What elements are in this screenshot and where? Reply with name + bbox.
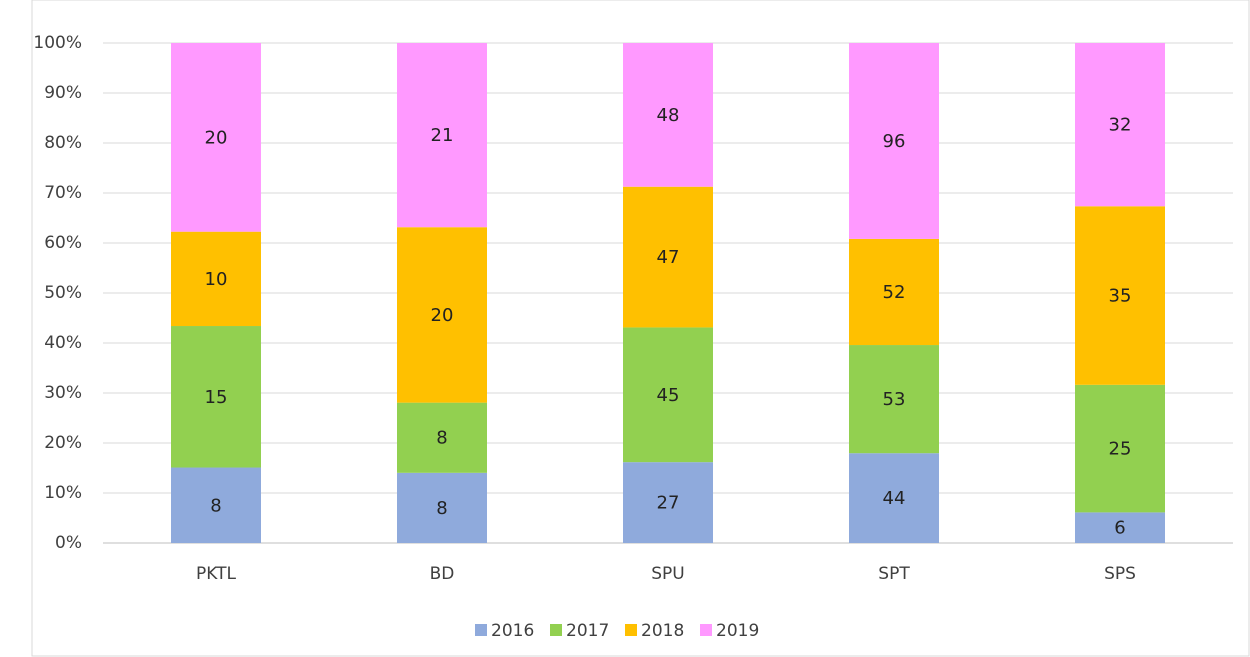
data-label: 8 [436, 428, 447, 449]
y-tick-label: 20% [44, 433, 82, 453]
data-label: 52 [883, 282, 906, 303]
data-label: 32 [1109, 115, 1132, 136]
y-tick-label: 80% [44, 133, 82, 153]
bar-segment [849, 453, 939, 543]
data-label: 21 [431, 125, 454, 146]
bar-segment [171, 231, 261, 327]
legend-label: 2018 [641, 621, 684, 641]
data-label: 25 [1109, 439, 1132, 460]
bar-segment [1075, 206, 1165, 385]
bar-segment [171, 326, 261, 468]
legend-swatch [550, 624, 562, 636]
data-label: 53 [883, 389, 906, 410]
y-tick-label: 50% [44, 283, 82, 303]
data-label: 27 [657, 493, 680, 514]
y-tick-label: 0% [55, 533, 82, 553]
legend-label: 2017 [566, 621, 609, 641]
legend-label: 2019 [716, 621, 759, 641]
bar-segment [849, 345, 939, 454]
y-tick-label: 60% [44, 233, 82, 253]
data-label: 10 [205, 269, 228, 290]
bar-segment [397, 472, 487, 543]
y-tick-label: 100% [33, 33, 82, 53]
x-tick-label: SPT [878, 564, 910, 584]
x-tick-label: PKTL [196, 564, 236, 584]
data-label: 15 [205, 387, 228, 408]
bar-segment [397, 43, 487, 228]
data-label: 6 [1114, 518, 1125, 539]
bar-segment [623, 327, 713, 463]
y-tick-label: 10% [44, 483, 82, 503]
bar-segment [397, 402, 487, 473]
bar-segment [1075, 43, 1165, 207]
y-tick-label: 90% [44, 83, 82, 103]
data-label: 8 [436, 498, 447, 519]
bar-segment [1075, 512, 1165, 543]
bar-segment [623, 186, 713, 328]
legend-swatch [475, 624, 487, 636]
data-label: 20 [431, 305, 454, 326]
bar-segment [171, 467, 261, 543]
data-label: 20 [205, 127, 228, 148]
bar-segment [397, 227, 487, 403]
x-tick-label: BD [430, 564, 455, 584]
bar-segment [171, 43, 261, 232]
legend-swatch [625, 624, 637, 636]
bar-segment [849, 238, 939, 346]
x-tick-label: SPU [651, 564, 685, 584]
data-label: 47 [657, 247, 680, 268]
data-label: 44 [883, 488, 906, 509]
bar-segment [849, 43, 939, 239]
y-tick-label: 30% [44, 383, 82, 403]
bar-segment [623, 43, 713, 187]
data-label: 35 [1109, 286, 1132, 307]
y-tick-label: 40% [44, 333, 82, 353]
legend-label: 2016 [491, 621, 534, 641]
data-label: 45 [657, 385, 680, 406]
data-label: 8 [210, 495, 221, 516]
y-tick-label: 70% [44, 183, 82, 203]
x-tick-label: SPS [1104, 564, 1136, 584]
legend-swatch [700, 624, 712, 636]
data-label: 48 [657, 105, 680, 126]
data-label: 96 [883, 131, 906, 152]
bar-segment [623, 462, 713, 543]
bar-segment [1075, 384, 1165, 513]
